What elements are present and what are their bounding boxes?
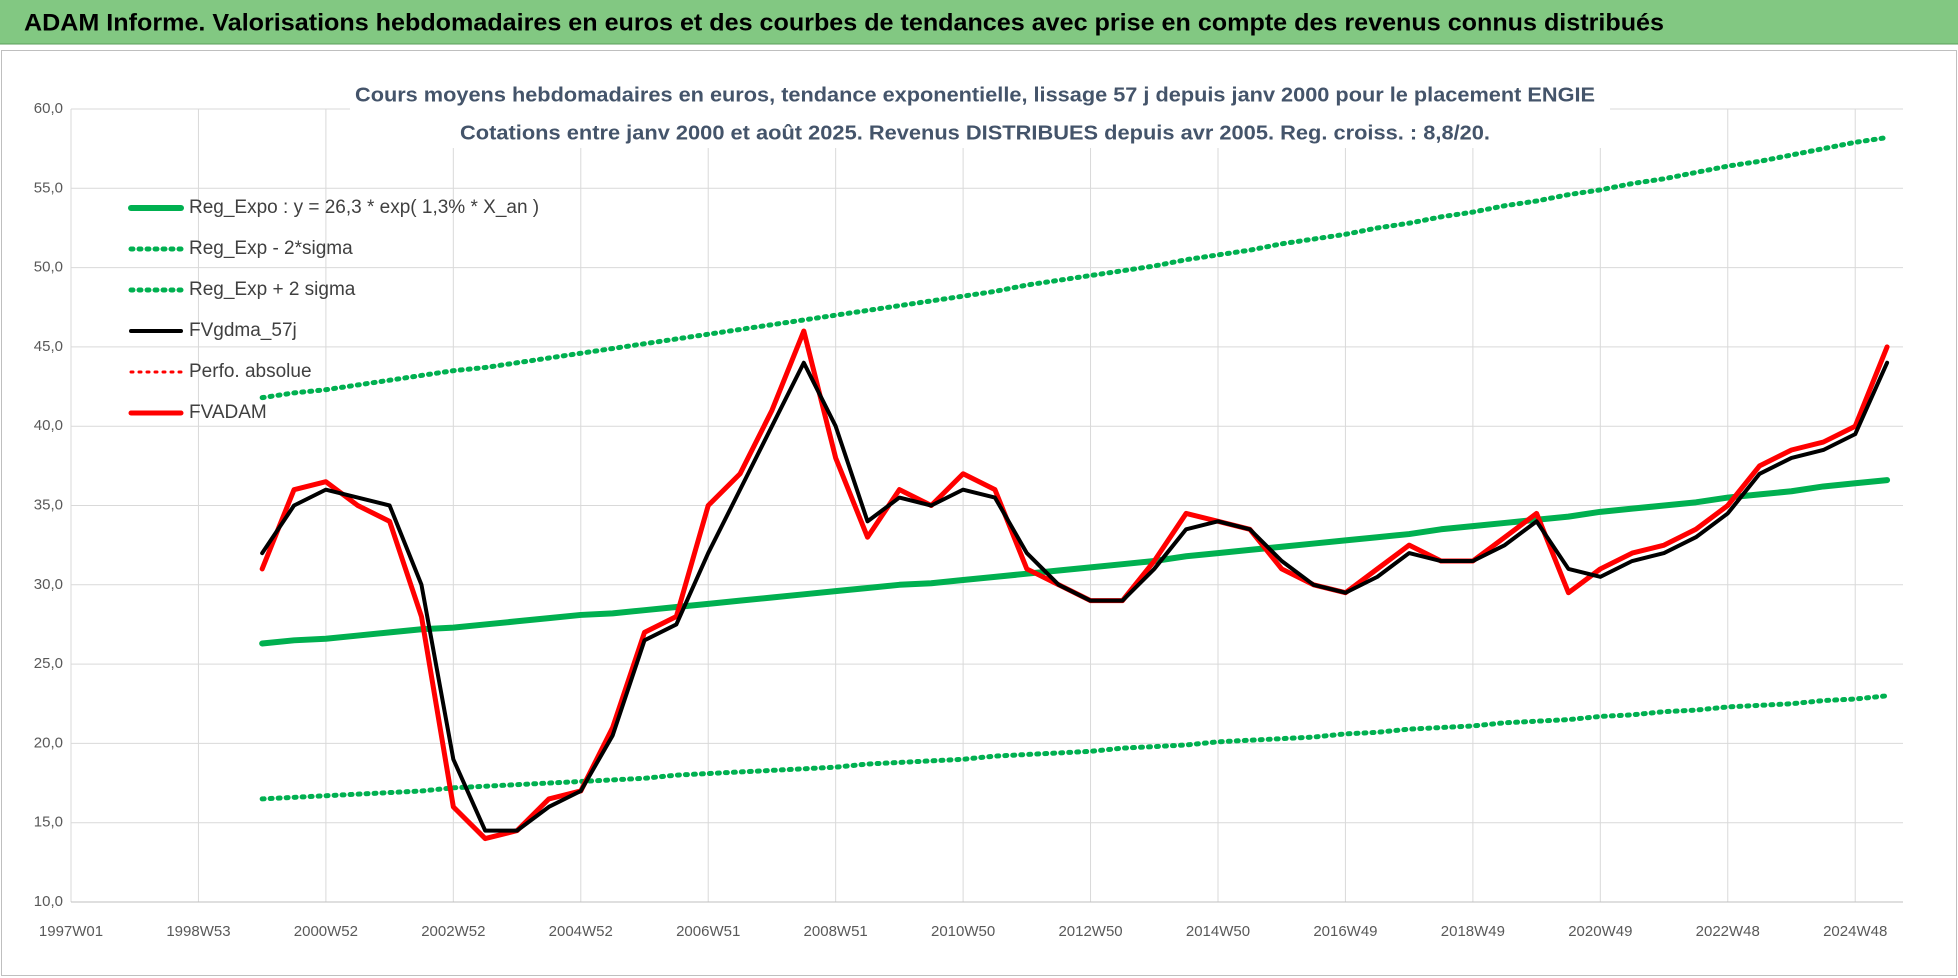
y-tick-label: 10,0 (34, 893, 63, 910)
y-tick-label: 20,0 (34, 734, 63, 751)
x-tick-label: 2018W49 (1441, 923, 1505, 940)
x-tick-label: 2004W52 (549, 923, 613, 940)
legend-label: Perfo. absolue (189, 361, 312, 382)
x-tick-label: 2022W48 (1696, 923, 1760, 940)
y-tick-label: 45,0 (34, 338, 63, 355)
title-bg (350, 78, 1610, 148)
x-tick-label: 2016W49 (1313, 923, 1377, 940)
x-tick-label: 1997W01 (39, 923, 103, 940)
y-tick-label: 50,0 (34, 259, 63, 276)
legend-label: FVgdma_57j (189, 320, 297, 341)
series-line (259, 693, 1890, 802)
chart-title: Cours moyens hebdomadaires en euros, ten… (355, 84, 1595, 106)
x-tick-label: 2012W50 (1058, 923, 1122, 940)
y-tick-label: 15,0 (34, 814, 63, 831)
x-tick-label: 2024W48 (1823, 923, 1887, 940)
x-tick-label: 2006W51 (676, 923, 740, 940)
x-tick-label: 2000W52 (294, 923, 358, 940)
y-tick-label: 55,0 (34, 179, 63, 196)
series-line (259, 135, 1890, 401)
y-tick-label: 30,0 (34, 576, 63, 593)
x-tick-label: 2014W50 (1186, 923, 1250, 940)
legend-label: FVADAM (189, 402, 267, 423)
page-title: ADAM Informe. Valorisations hebdomadaire… (24, 9, 1664, 36)
x-tick-label: 2020W49 (1568, 923, 1632, 940)
header-bar (0, 0, 1958, 44)
x-tick-label: 1998W53 (166, 923, 230, 940)
x-tick-label: 2008W51 (804, 923, 868, 940)
legend-label: Reg_Exp - 2*sigma (189, 238, 353, 259)
legend-label: Reg_Expo : y = 26,3 * exp( 1,3% * X_an ) (189, 197, 539, 218)
chart-frame (1, 50, 1957, 976)
y-tick-label: 35,0 (34, 496, 63, 513)
chart-subtitle: Cotations entre janv 2000 et août 2025. … (460, 122, 1490, 144)
y-tick-label: 40,0 (34, 417, 63, 434)
x-tick-label: 2002W52 (421, 923, 485, 940)
y-tick-label: 60,0 (34, 100, 63, 117)
series-line (260, 360, 1890, 833)
x-tick-label: 2010W50 (931, 923, 995, 940)
legend-label: Reg_Exp + 2 sigma (189, 279, 356, 300)
series-line (259, 477, 1891, 647)
y-tick-label: 25,0 (34, 655, 63, 672)
